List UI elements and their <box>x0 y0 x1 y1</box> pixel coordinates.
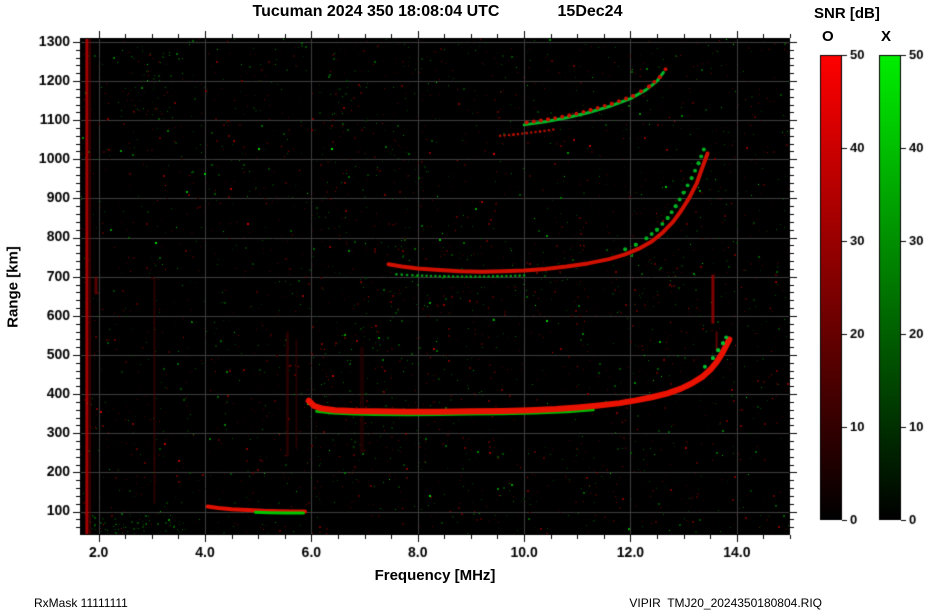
plot-title: Tucuman 2024 350 18:08:04 UTC <box>252 3 500 20</box>
data-file-label: VIPIR TMJ20_2024350180804.RIQ <box>629 596 822 610</box>
x-axis-label: Frequency [MHz] <box>374 567 496 584</box>
colorbar-o-mode-label: O <box>822 28 834 45</box>
colorbar-title: SNR [dB] <box>814 5 880 22</box>
y-axis-label: Range [km] <box>4 246 22 328</box>
colorbar-x-mode-label: X <box>881 28 892 45</box>
plot-date: 15Dec24 <box>557 3 623 20</box>
rxmask-label: RxMask 11111111 <box>34 596 128 610</box>
